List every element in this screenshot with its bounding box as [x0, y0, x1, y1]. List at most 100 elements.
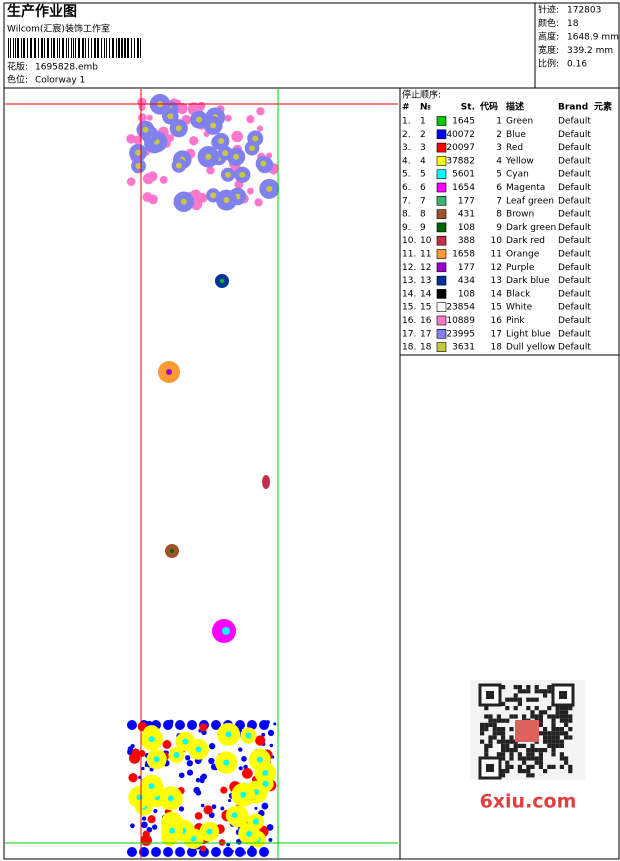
motif: [170, 549, 174, 553]
qr-cell: [538, 718, 543, 723]
qr-cell: [551, 722, 556, 727]
bar-line: [68, 38, 69, 58]
motif: [206, 166, 215, 175]
qr-cell: [547, 685, 552, 690]
brand: Default: [558, 316, 591, 326]
qr-cell: [538, 710, 543, 715]
bar-line: [134, 38, 135, 58]
motif: [256, 107, 265, 116]
motif: [126, 177, 136, 187]
motif: [261, 802, 269, 810]
qr-cell: [492, 731, 497, 736]
qr-cell: [543, 710, 548, 715]
qr-cell: [530, 743, 535, 748]
bar-line: [23, 38, 25, 58]
row-id: 13: [420, 276, 431, 286]
brand: Default: [558, 183, 591, 193]
row-number: 10.: [402, 236, 416, 246]
motif: [180, 198, 187, 205]
bar-line: [71, 38, 72, 58]
qr-cell: [488, 718, 493, 723]
qr-cell: [526, 685, 531, 690]
qr-cell: [530, 714, 535, 719]
design-label: 花版:: [7, 61, 28, 73]
color-swatch: [436, 262, 447, 273]
qr-cell: [543, 735, 548, 740]
qr-cell: [530, 764, 535, 769]
qr-cell: [526, 769, 531, 774]
row-number: 12.: [402, 263, 416, 273]
stitches: 108: [458, 223, 475, 233]
code: 16: [491, 316, 503, 326]
motif: [262, 770, 269, 777]
code: 7: [496, 196, 502, 206]
motif: [128, 773, 138, 783]
qr-cell: [496, 727, 501, 732]
preview: [126, 93, 280, 857]
qr-cell: [551, 714, 556, 719]
row-id: 9: [420, 223, 426, 233]
color-swatch: [436, 235, 447, 246]
row-number: 15.: [402, 303, 416, 313]
qr-cell: [509, 748, 514, 753]
bar-line: [97, 38, 99, 58]
motif: [210, 192, 217, 199]
description: Dark red: [506, 236, 545, 246]
qr-cell: [534, 706, 539, 711]
color-swatch: [436, 129, 447, 140]
stitches: 10889: [446, 316, 475, 326]
qr-cell: [530, 756, 535, 761]
qr-cell: [555, 727, 560, 732]
motif: [186, 760, 193, 767]
motif: [169, 827, 176, 834]
table-title: 停止顺序:: [402, 89, 441, 101]
qr-cell: [509, 752, 514, 757]
motif: [266, 185, 273, 192]
stat-value: 18: [567, 19, 579, 29]
qr-cell: [505, 706, 510, 711]
qr-cell: [543, 739, 548, 744]
motif: [265, 720, 270, 725]
motif: [186, 769, 194, 776]
bar-line: [47, 38, 49, 58]
qr-cell: [568, 769, 573, 774]
qr-cell: [559, 714, 564, 719]
qr-cell: [534, 714, 539, 719]
qr-cell: [568, 714, 573, 719]
qr-cell: [492, 718, 497, 723]
qr-cell: [509, 697, 514, 702]
qr-cell: [522, 769, 527, 774]
motif: [226, 842, 231, 847]
qr-cell: [484, 743, 489, 748]
qr-cell: [505, 739, 510, 744]
qr-cell: [522, 689, 527, 694]
qr-cell: [551, 727, 556, 732]
motif: [246, 115, 255, 124]
color-swatch: [436, 315, 447, 326]
motif: [269, 743, 274, 748]
motif: [224, 114, 232, 122]
color-swatch: [436, 196, 447, 206]
stat-label: 比例:: [538, 58, 559, 70]
qr-cell: [505, 760, 510, 765]
qr-cell: [488, 739, 493, 744]
color-swatch: [436, 156, 447, 166]
motif: [252, 818, 259, 825]
motif: [199, 723, 208, 732]
qr-logo: [515, 720, 539, 742]
motif: [230, 849, 234, 853]
motif: [127, 848, 134, 854]
stitches: 20097: [446, 143, 475, 153]
motif: [267, 729, 275, 737]
qr-cell: [484, 706, 489, 711]
qr-cell: [505, 769, 510, 774]
qr-cell: [526, 752, 531, 757]
motif: [249, 845, 255, 851]
stat-value: 1648.9 mm: [567, 33, 619, 43]
qr-cell: [543, 769, 548, 774]
stitches: 388: [458, 236, 475, 246]
code: 8: [496, 210, 502, 220]
motif: [166, 134, 174, 143]
motif: [195, 746, 202, 753]
motif: [222, 627, 230, 635]
